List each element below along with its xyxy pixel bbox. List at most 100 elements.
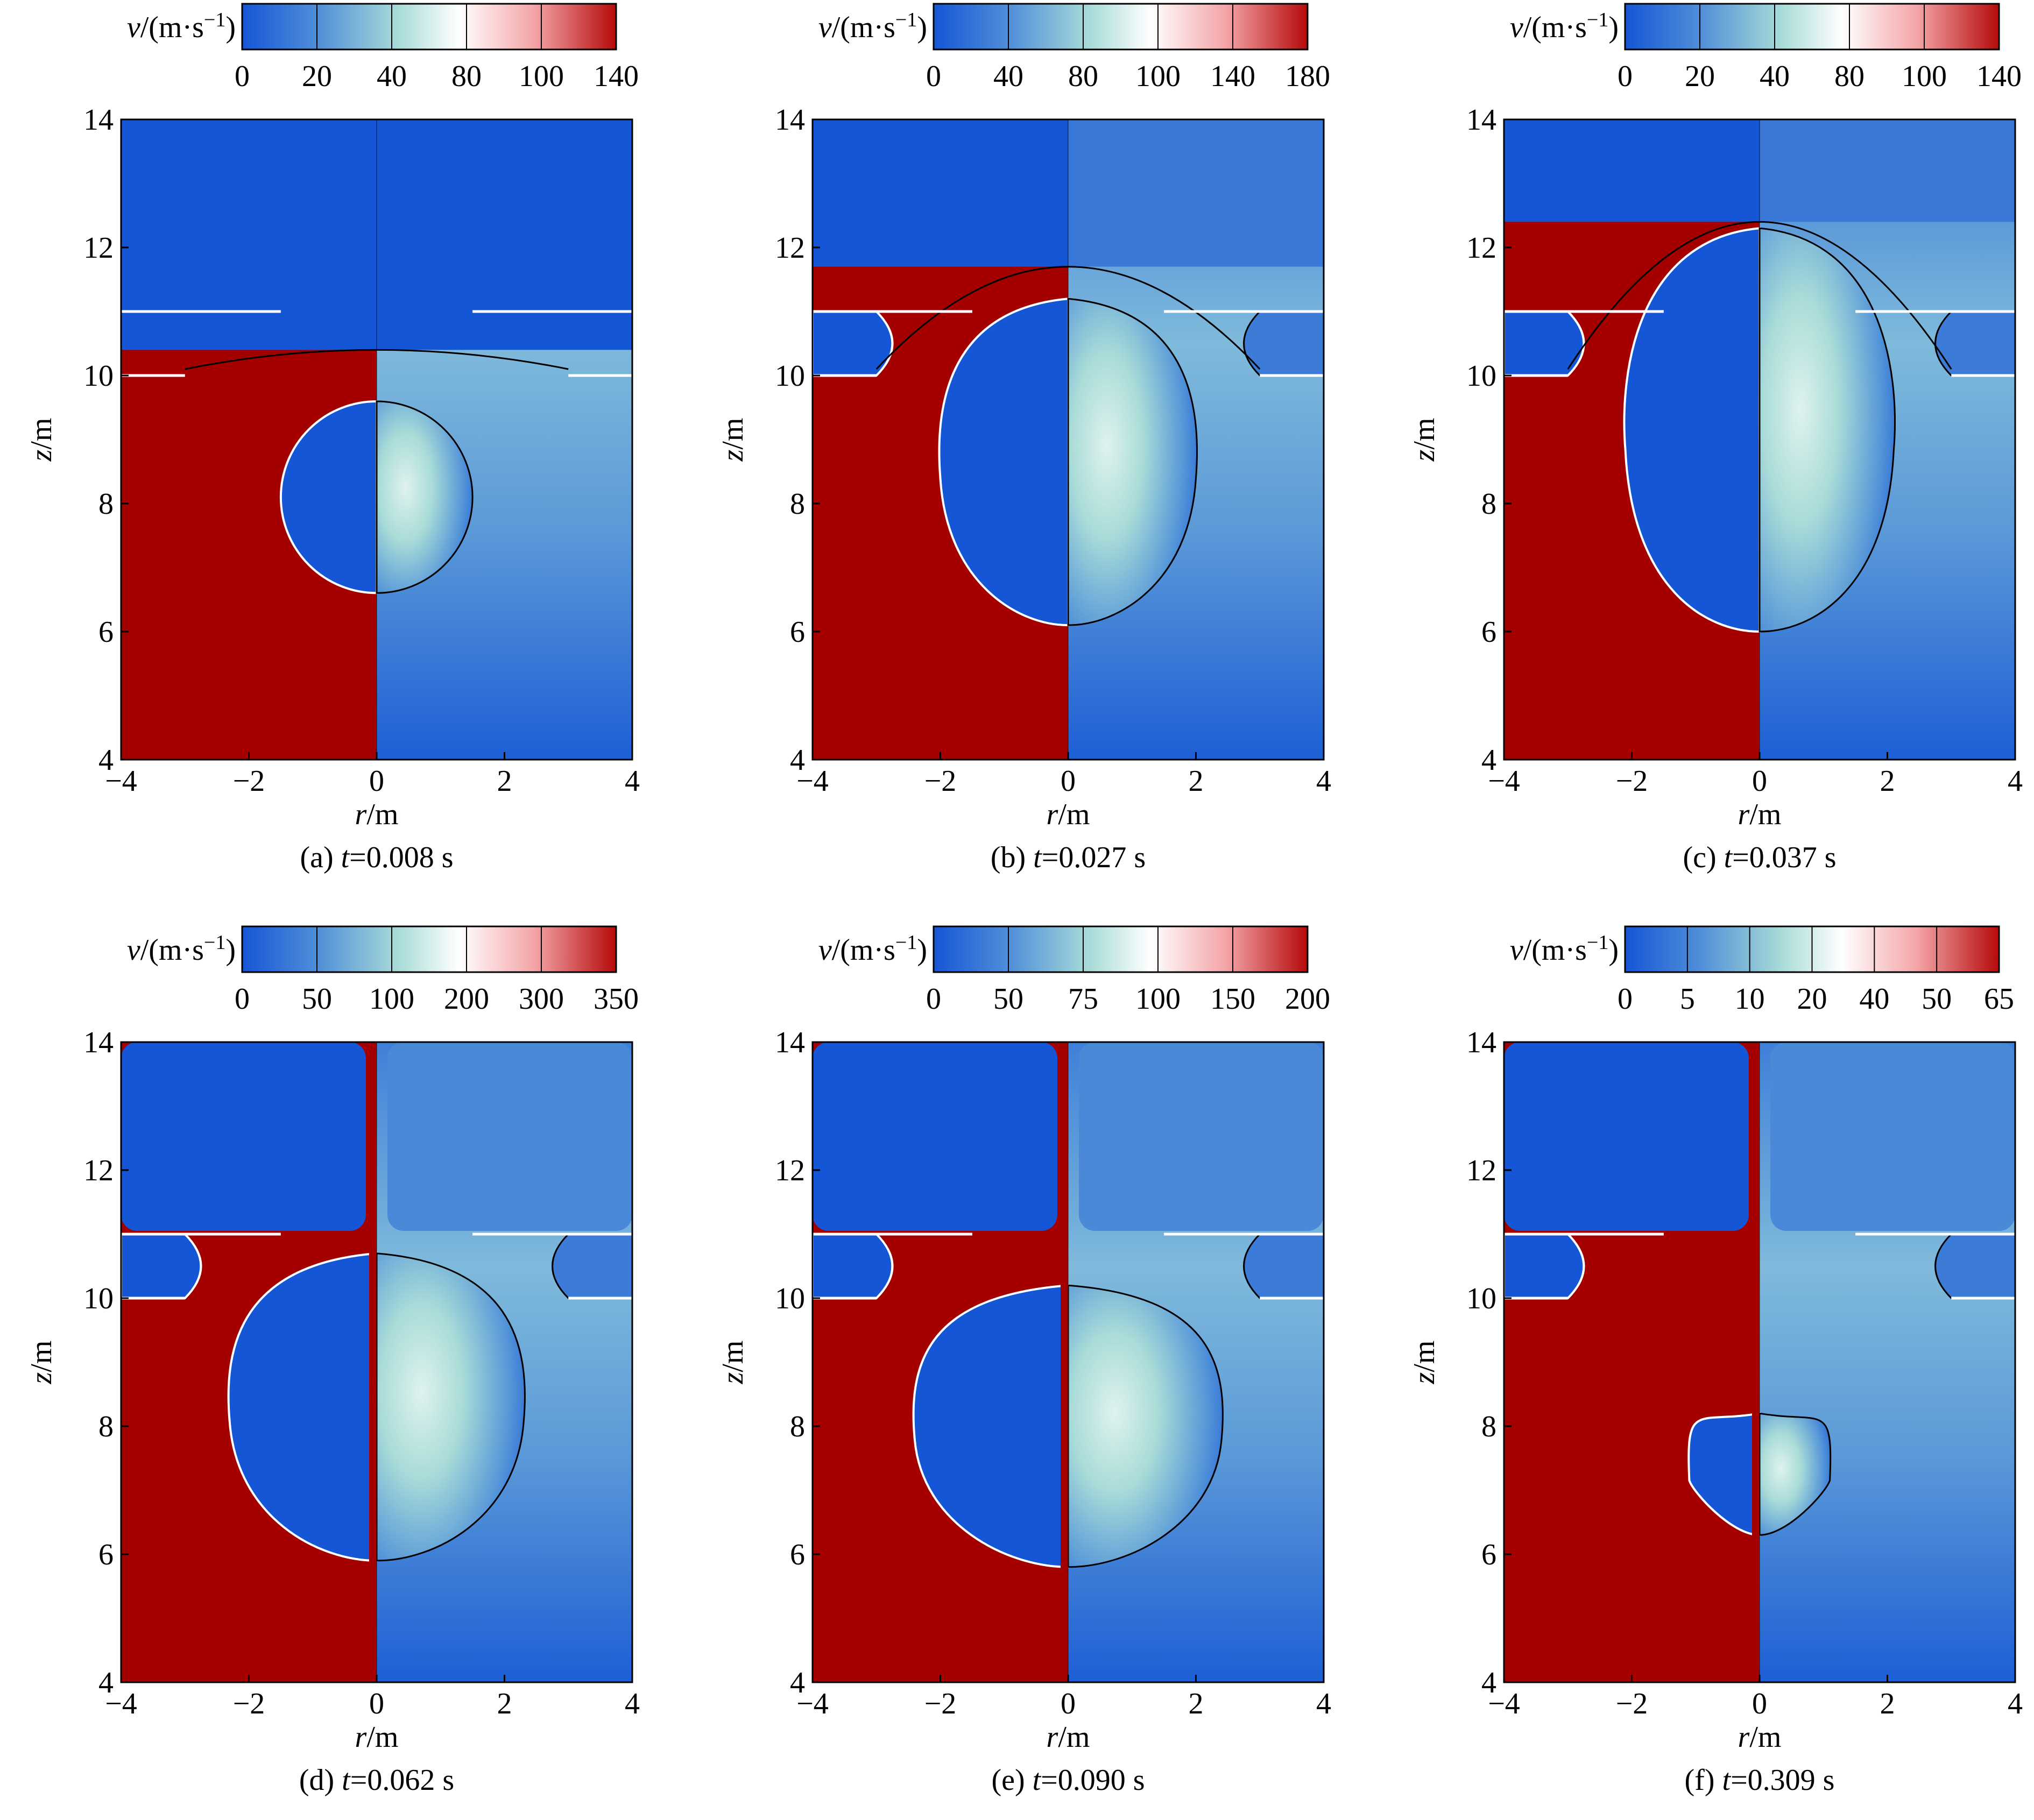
y-axis-label: z/m xyxy=(1408,1341,1441,1385)
x-tick-label: 4 xyxy=(625,1687,640,1720)
x-tick-label: −4 xyxy=(796,1687,829,1720)
colorbar-tick-label: 50 xyxy=(302,982,332,1016)
gas-region-left-top xyxy=(813,119,1068,267)
x-tick-label: −4 xyxy=(1488,1687,1520,1720)
gas-region-left-top xyxy=(1504,1042,1749,1231)
y-tick-label: 4 xyxy=(790,1666,805,1699)
x-tick-label: 0 xyxy=(1061,1687,1076,1720)
y-tick-label: 8 xyxy=(98,1410,114,1443)
bubble-left xyxy=(281,401,377,593)
colorbar-tick-label: 140 xyxy=(1976,60,2022,93)
x-tick-label: 4 xyxy=(1316,1687,1331,1720)
gas-region-left-top xyxy=(121,119,377,350)
y-tick-label: 10 xyxy=(1466,359,1496,393)
x-tick-label: 4 xyxy=(1316,764,1331,798)
jet-column xyxy=(369,1042,377,1682)
colorbar xyxy=(241,925,617,973)
y-tick-label: 10 xyxy=(775,1282,805,1315)
x-tick-label: 0 xyxy=(1061,764,1076,798)
colorbar-tick-label: 200 xyxy=(444,982,489,1016)
bubble-left xyxy=(1623,227,1761,633)
gas-region-right-top xyxy=(387,1042,632,1231)
x-tick-label: 2 xyxy=(1189,1687,1204,1720)
colorbar-tick-label: 65 xyxy=(1984,982,2014,1016)
colorbar-tick-label: 50 xyxy=(1922,982,1952,1016)
colorbar-tick-label: 150 xyxy=(1210,982,1255,1016)
y-tick-label: 12 xyxy=(1466,1154,1496,1187)
x-tick-label: 2 xyxy=(497,764,512,798)
x-tick-label: 0 xyxy=(1752,1687,1767,1720)
wall-cavity-left xyxy=(811,310,894,377)
colorbar-tick-label: 140 xyxy=(1210,60,1255,93)
x-tick-label: 0 xyxy=(369,1687,384,1720)
colorbar-label: v/(m·s−1) xyxy=(818,9,927,44)
wall-cavity-right xyxy=(1243,310,1325,377)
y-tick-label: 12 xyxy=(775,1154,805,1187)
colorbar-tick-label: 50 xyxy=(993,982,1023,1016)
y-tick-label: 14 xyxy=(775,103,805,137)
y-tick-label: 12 xyxy=(775,231,805,265)
x-tick-label: 0 xyxy=(1752,764,1767,798)
colorbar-tick-label: 40 xyxy=(377,60,407,93)
jet-column xyxy=(1752,1042,1760,1682)
colorbar-tick-label: 100 xyxy=(1135,982,1181,1016)
wall-cavity-right xyxy=(1934,1233,2016,1299)
bubble-left xyxy=(912,1284,1069,1568)
x-tick-label: −2 xyxy=(1616,764,1648,798)
x-tick-label: −2 xyxy=(924,764,957,798)
gas-region-left-top xyxy=(121,1042,366,1231)
y-tick-label: 8 xyxy=(1481,1410,1496,1443)
colorbar-tick-label: 40 xyxy=(993,60,1023,93)
x-axis-label: r/m xyxy=(1738,798,1782,831)
y-axis-label: z/m xyxy=(716,418,750,462)
gas-region-right-top xyxy=(377,119,632,350)
y-tick-label: 14 xyxy=(775,1026,805,1059)
panel-caption: (d) t=0.062 s xyxy=(299,1764,454,1797)
colorbar-tick-label: 0 xyxy=(1618,982,1633,1016)
x-tick-label: −4 xyxy=(1488,764,1520,798)
colorbar xyxy=(933,3,1309,51)
colorbar xyxy=(241,3,617,51)
colorbar-tick-label: 0 xyxy=(1618,60,1633,93)
y-tick-label: 10 xyxy=(1466,1282,1496,1315)
bubble-left xyxy=(1687,1412,1761,1536)
colorbar-tick-label: 20 xyxy=(1685,60,1715,93)
panel-caption: (c) t=0.037 s xyxy=(1683,841,1836,874)
y-tick-label: 4 xyxy=(1481,743,1496,777)
y-axis-label: z/m xyxy=(1408,418,1441,462)
colorbar-tick-label: 350 xyxy=(594,982,639,1016)
colorbar-tick-label: 80 xyxy=(1834,60,1864,93)
colorbar-tick-label: 20 xyxy=(1797,982,1827,1016)
colorbar-tick-label: 20 xyxy=(302,60,332,93)
colorbar-tick-label: 5 xyxy=(1680,982,1695,1016)
x-tick-label: 4 xyxy=(2008,764,2023,798)
bubble-right xyxy=(1067,1284,1224,1568)
panel-b: 0 40 80 100 140 180 v/(m·s−1) −4 −2 0 2 4 4 6 8 10 12 14 r… xyxy=(716,3,1331,874)
y-tick-label: 10 xyxy=(775,359,805,393)
gas-region-right-top xyxy=(1068,119,1324,267)
colorbar-tick-label: 80 xyxy=(1068,60,1098,93)
panel-e: 0 50 75 100 150 200 v/(m·s−1) −4 −2 0 2 4 4 6 8 10 12 14 r… xyxy=(716,925,1331,1797)
y-tick-label: 4 xyxy=(790,743,805,777)
y-tick-label: 10 xyxy=(83,1282,114,1315)
y-tick-label: 4 xyxy=(98,1666,114,1699)
y-tick-label: 8 xyxy=(790,487,805,521)
colorbar-label: v/(m·s−1) xyxy=(1510,931,1619,967)
colorbar-tick-label: 80 xyxy=(451,60,482,93)
colorbar-label: v/(m·s−1) xyxy=(127,931,236,967)
gas-region-right-top xyxy=(1770,1042,2015,1231)
colorbar-tick-label: 100 xyxy=(519,60,564,93)
x-tick-label: −4 xyxy=(105,1687,137,1720)
x-axis-label: r/m xyxy=(355,1720,399,1754)
y-tick-label: 14 xyxy=(1466,1026,1496,1059)
colorbar-label: v/(m·s−1) xyxy=(1510,9,1619,44)
wall-cavity-right xyxy=(1934,310,2016,377)
y-tick-label: 6 xyxy=(1481,615,1496,649)
y-axis-label: z/m xyxy=(25,1341,58,1385)
colorbar-tick-label: 10 xyxy=(1735,982,1765,1016)
jet-column xyxy=(1061,1042,1068,1682)
colorbar-tick-label: 0 xyxy=(235,60,250,93)
x-tick-label: 2 xyxy=(1880,1687,1895,1720)
y-tick-label: 8 xyxy=(1481,487,1496,521)
